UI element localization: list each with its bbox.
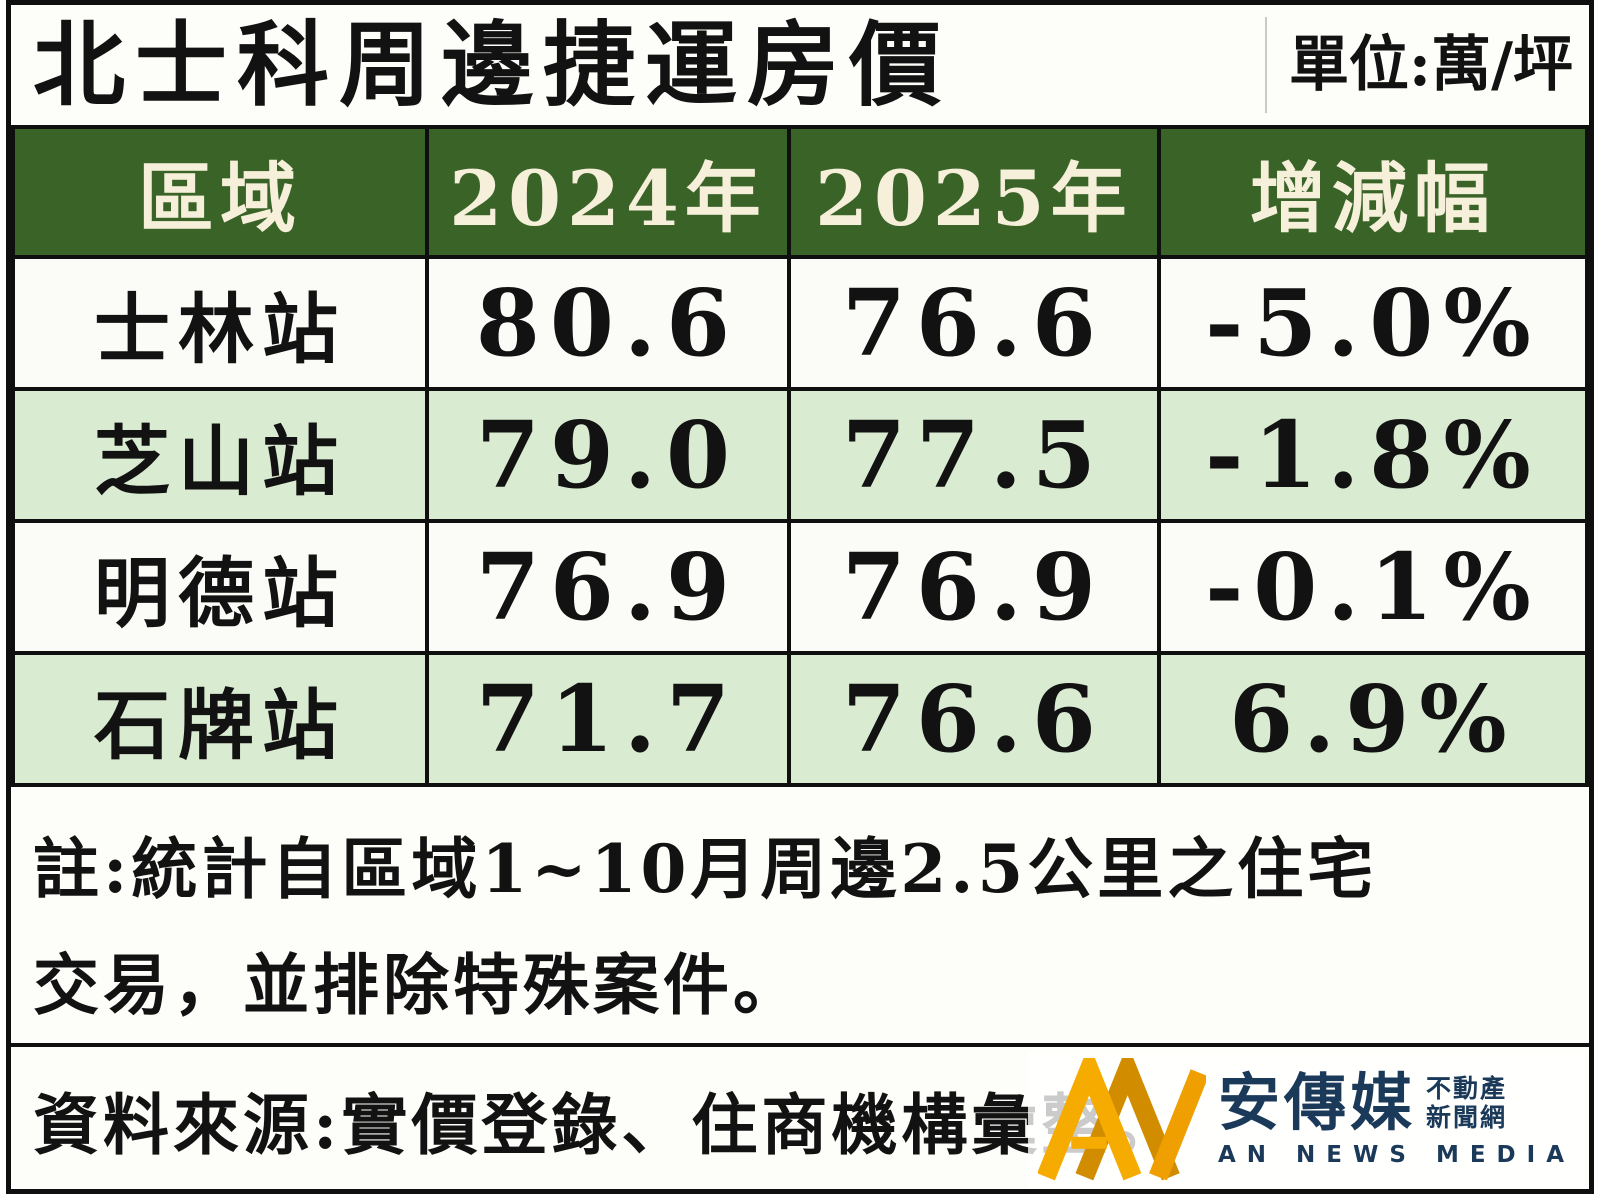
column-header-2024: 2024年: [424, 125, 791, 259]
table-header-row: 區域 2024年 2025年 增減幅: [11, 125, 1589, 259]
logo-tagline-line-2: 新聞網: [1426, 1103, 1508, 1132]
column-header-region: 區域: [11, 125, 429, 259]
change-percent: -5.0%: [1156, 255, 1589, 391]
logo-tagline: 不動產 新聞網: [1426, 1074, 1507, 1132]
price-2024: 71.7: [424, 651, 791, 787]
change-percent: -0.1%: [1156, 519, 1589, 655]
price-2025: 77.5: [786, 387, 1161, 523]
price-table: 區域 2024年 2025年 增減幅 士林站 80.6 76.6 -5.0% 芝…: [11, 125, 1589, 787]
footnote-line-2: 交易，並排除特殊案件。: [33, 946, 803, 1024]
station-name: 石牌站: [11, 651, 429, 787]
unit-label: 單位:萬/坪: [1264, 17, 1579, 113]
price-table-infographic: 北士科周邊捷運房價 單位:萬/坪 區域 2024年 2025年 增減幅 士林站 …: [6, 0, 1594, 1194]
station-name: 士林站: [11, 255, 429, 391]
title-bar: 北士科周邊捷運房價 單位:萬/坪: [11, 5, 1589, 125]
price-2024: 80.6: [424, 255, 791, 391]
an-monogram-icon: [1037, 1058, 1206, 1181]
table-row-shipai: 石牌站 71.7 76.6 6.9%: [11, 651, 1589, 787]
an-news-media-logo: 安傳媒 不動產 新聞網 AN NEWS MEDIA: [1027, 1053, 1585, 1187]
station-name: 芝山站: [11, 387, 429, 523]
logo-brand-name: 安傳媒: [1217, 1066, 1416, 1139]
logo-subtitle: AN NEWS MEDIA: [1217, 1142, 1575, 1168]
page-title: 北士科周邊捷運房價: [33, 11, 952, 119]
column-header-change: 增減幅: [1156, 125, 1589, 259]
price-2025: 76.9: [786, 519, 1161, 655]
price-2024: 79.0: [424, 387, 791, 523]
change-percent: 6.9%: [1156, 651, 1589, 787]
table-row-zhishan: 芝山站 79.0 77.5 -1.8%: [11, 387, 1589, 523]
table-row-shilin: 士林站 80.6 76.6 -5.0%: [11, 255, 1589, 391]
price-2025: 76.6: [786, 255, 1161, 391]
price-2025: 76.6: [786, 651, 1161, 787]
source-row: 資料來源:實價登錄、住商機構彙整。 安傳媒 不動產 新聞網: [11, 1047, 1589, 1189]
source-text: 資料來源:實價登錄、住商機構彙整。: [33, 1086, 1182, 1164]
station-name: 明德站: [11, 519, 429, 655]
price-2024: 76.9: [424, 519, 791, 655]
column-header-2025: 2025年: [786, 125, 1161, 259]
footnote: 註:統計自區域1~10月周邊2.5公里之住宅 交易，並排除特殊案件。: [11, 787, 1589, 1047]
logo-text: 安傳媒 不動產 新聞網 AN NEWS MEDIA: [1217, 1066, 1575, 1169]
change-percent: -1.8%: [1156, 387, 1589, 523]
table-row-mingde: 明德站 76.9 76.9 -0.1%: [11, 519, 1589, 655]
footnote-line-1: 註:統計自區域1~10月周邊2.5公里之住宅: [33, 830, 1378, 908]
logo-tagline-line-1: 不動產: [1426, 1074, 1508, 1103]
